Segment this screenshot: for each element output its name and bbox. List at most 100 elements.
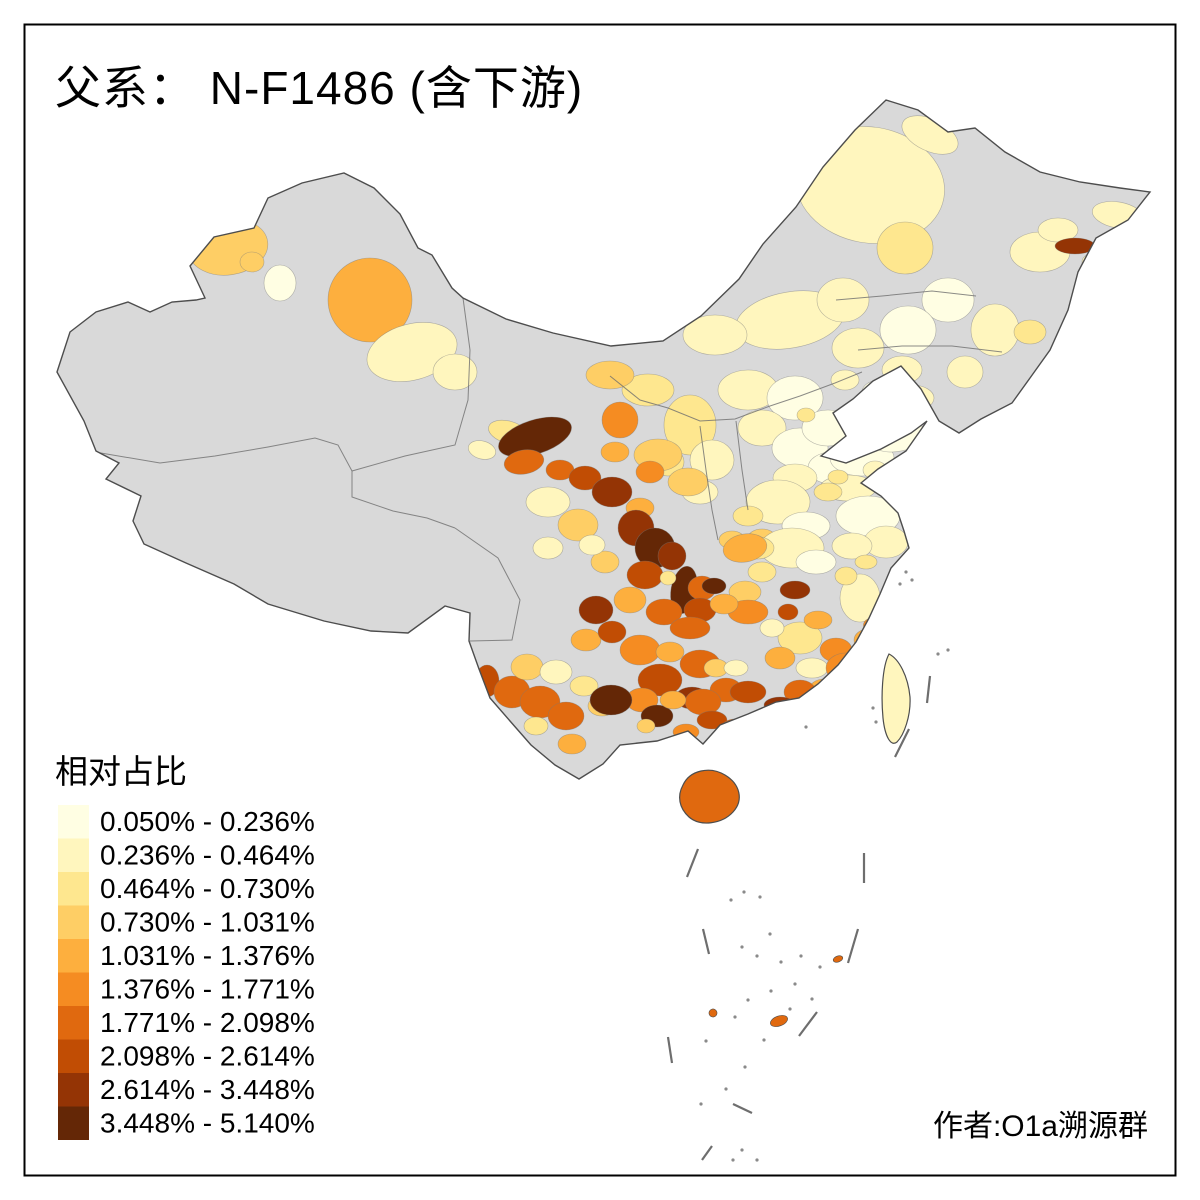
province-boundary (857, 345, 1003, 353)
legend-label: 1.771% - 2.098% (100, 1007, 315, 1038)
prefecture-region (682, 314, 748, 356)
legend-label: 2.098% - 2.614% (100, 1041, 315, 1072)
prefecture-region (796, 407, 816, 423)
islet-dot (904, 570, 908, 574)
prefecture-region (601, 401, 639, 439)
islet-orange (708, 1008, 718, 1018)
islet-dot (731, 1158, 735, 1162)
prefecture-region (557, 508, 599, 542)
islet-dot (898, 582, 902, 586)
prefecture-region (830, 369, 860, 391)
province-boundary (609, 371, 863, 422)
legend-swatch (58, 939, 89, 973)
legend-label: 1.031% - 1.376% (100, 940, 315, 971)
prefecture-region (657, 541, 687, 571)
islet-dot (810, 997, 814, 1001)
prefecture-region (621, 373, 675, 407)
prefecture-region (946, 355, 984, 389)
nine-dash-segment (798, 1011, 818, 1037)
islet-dot (758, 895, 762, 899)
china-mainland-base (57, 100, 1150, 779)
prefecture-region (539, 659, 573, 685)
prefecture-region (635, 460, 665, 484)
prefecture-region (239, 251, 265, 273)
islet-dot (743, 1065, 747, 1069)
prefecture-region (667, 467, 709, 497)
prefecture-region (525, 486, 571, 518)
prefecture-region (659, 570, 677, 586)
islet-dot (724, 1087, 728, 1091)
province-boundary (94, 437, 456, 529)
prefecture-region (503, 449, 545, 475)
china-mainland-outline (56, 99, 1152, 780)
legend-swatch (58, 872, 89, 906)
prefecture-region (578, 595, 614, 625)
prefecture-region (970, 303, 1020, 357)
prefecture-region (655, 641, 685, 663)
legend-swatch (58, 838, 89, 872)
legend-row: 0.464% - 0.730% (58, 872, 315, 906)
islet-dot (936, 652, 940, 656)
legend-swatch (58, 1006, 89, 1040)
prefecture-region (795, 657, 829, 679)
nine-dash-segment (732, 1103, 753, 1114)
legend-swatch (58, 1106, 89, 1140)
prefecture-region (876, 221, 934, 275)
prefecture-region (659, 690, 687, 710)
prefecture-region (1013, 319, 1047, 345)
legend-swatch (58, 972, 89, 1006)
islet-orange (770, 1015, 788, 1027)
prefecture-region (795, 549, 837, 575)
islet-dot (729, 898, 733, 902)
prefecture-region (669, 616, 711, 640)
islet-dot (762, 1038, 766, 1042)
islet-dot (788, 1007, 792, 1011)
prefecture-region (689, 439, 735, 481)
prefecture-region (777, 603, 799, 621)
prefecture-region (834, 566, 858, 586)
prefecture-region (510, 653, 544, 681)
prefecture-region (432, 353, 478, 391)
prefecture-region (701, 577, 727, 595)
legend-swatch (58, 805, 89, 839)
hainan-island (679, 769, 740, 824)
prefecture-region (854, 554, 878, 570)
province-boundary (454, 527, 521, 642)
islet-dot (742, 890, 746, 894)
islet-dot (755, 954, 759, 958)
legend-label: 0.050% - 0.236% (100, 806, 315, 837)
prefecture-region (590, 550, 620, 574)
legend: 相对占比 0.050% - 0.236%0.236% - 0.464%0.464… (55, 753, 315, 1140)
islet-dot (804, 725, 808, 729)
prefecture-region (645, 598, 683, 626)
nine-dash-segment (846, 928, 860, 964)
islet-dot (768, 932, 772, 936)
nine-dash-segment (894, 728, 910, 758)
legend-label: 0.730% - 1.031% (100, 907, 315, 938)
prefecture-region (597, 620, 627, 644)
prefecture-region (816, 277, 870, 323)
islet-dot (699, 1102, 703, 1106)
prefecture-region (532, 536, 564, 560)
map-title: 父系： N-F1486 (含下游) (55, 62, 583, 114)
legend-label: 3.448% - 5.140% (100, 1108, 315, 1139)
prefecture-region (569, 675, 599, 697)
legend-row: 2.614% - 3.448% (58, 1073, 315, 1107)
prefecture-region (619, 634, 661, 666)
legend-swatch (58, 1039, 89, 1073)
province-boundary (835, 290, 977, 301)
legend-label: 0.464% - 0.730% (100, 873, 315, 904)
islet-dot (769, 989, 773, 993)
islet-dot (874, 720, 878, 724)
islet-dot (740, 945, 744, 949)
prefecture-region (636, 718, 656, 734)
prefecture-region (570, 628, 602, 652)
prefecture-region (723, 659, 749, 677)
prefecture-region (921, 277, 975, 323)
legend-label: 2.614% - 3.448% (100, 1074, 315, 1105)
prefecture-region (759, 618, 785, 638)
taiwan-island (881, 653, 911, 744)
legend-swatch (58, 1073, 89, 1107)
prefecture-region (568, 465, 602, 491)
